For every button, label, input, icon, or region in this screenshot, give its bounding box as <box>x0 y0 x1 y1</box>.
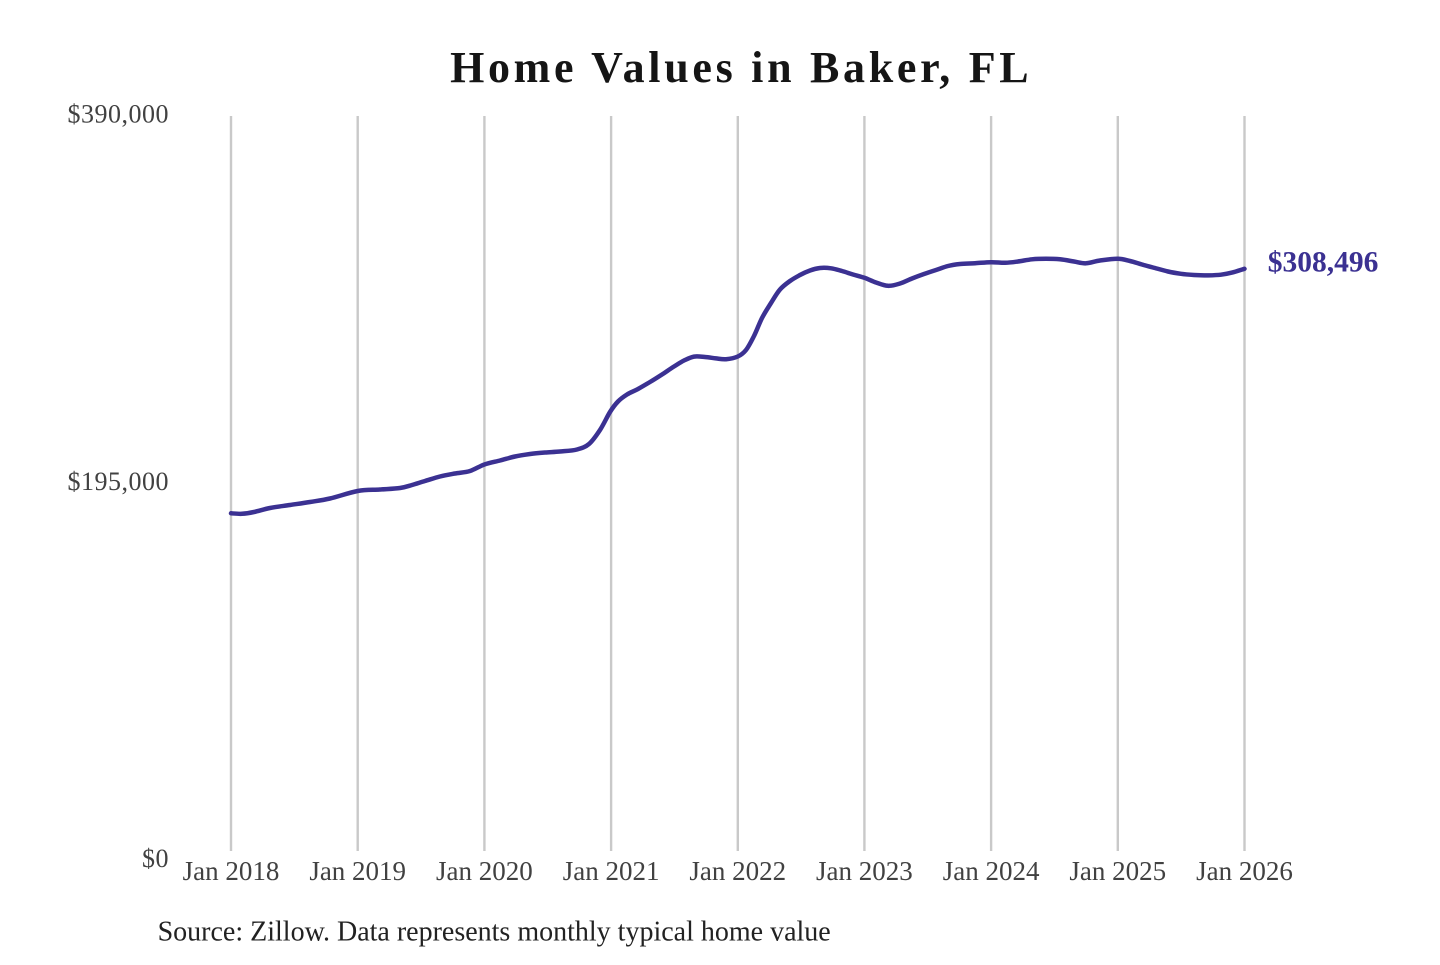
svg-text:Jan 2026: Jan 2026 <box>1196 856 1293 886</box>
svg-text:Jan 2021: Jan 2021 <box>563 856 660 886</box>
svg-text:$390,000: $390,000 <box>68 100 170 129</box>
svg-text:Jan 2020: Jan 2020 <box>436 856 533 886</box>
svg-text:Jan 2022: Jan 2022 <box>689 856 786 886</box>
svg-text:$195,000: $195,000 <box>68 467 170 496</box>
svg-text:Jan 2018: Jan 2018 <box>183 856 280 886</box>
svg-text:Jan 2025: Jan 2025 <box>1069 856 1166 886</box>
svg-text:Home Values in Baker, FL: Home Values in Baker, FL <box>450 43 1032 92</box>
svg-text:Jan 2024: Jan 2024 <box>943 856 1040 886</box>
svg-text:Source: Zillow. Data represent: Source: Zillow. Data represents monthly … <box>158 916 831 947</box>
svg-text:$0: $0 <box>142 844 169 873</box>
svg-text:Jan 2019: Jan 2019 <box>309 856 406 886</box>
svg-text:Jan 2023: Jan 2023 <box>816 856 913 886</box>
svg-text:$308,496: $308,496 <box>1268 246 1379 278</box>
